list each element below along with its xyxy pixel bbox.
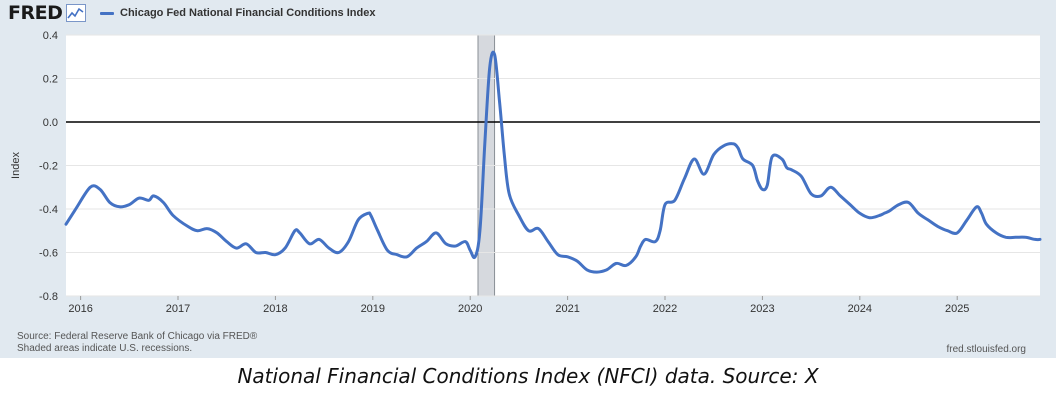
- fred-logo[interactable]: FRED: [8, 2, 87, 24]
- x-tick-label: 2017: [166, 303, 190, 315]
- chart-legend: Chicago Fed National Financial Condition…: [100, 6, 375, 20]
- y-tick-label: -0.2: [39, 161, 58, 173]
- y-tick-label: -0.4: [39, 204, 58, 216]
- legend-entry: Chicago Fed National Financial Condition…: [120, 7, 376, 19]
- x-tick-label: 2018: [263, 303, 287, 315]
- grid-layer: [66, 34, 1040, 297]
- recession-note: Shaded areas indicate U.S. recessions.: [17, 343, 193, 354]
- fred-wordmark: FRED: [8, 2, 63, 24]
- x-tick-label: 2025: [945, 303, 969, 315]
- x-tick-labels: 2016 2017 2018 2019 2020 2021 2022 2023 2024 2025: [68, 296, 969, 315]
- x-tick-label: 2016: [68, 303, 92, 315]
- x-tick-label: 2019: [361, 303, 385, 315]
- y-tick-label: 0.4: [43, 30, 58, 42]
- series-line-nfci[interactable]: [64, 50, 1042, 274]
- trend-chart-icon: [66, 4, 87, 22]
- x-tick-label: 2023: [750, 303, 774, 315]
- x-tick-label: 2020: [458, 303, 482, 315]
- y-tick-label: -0.6: [39, 248, 58, 260]
- legend-swatch: [100, 11, 114, 15]
- y-tick-labels: 0.4 0.2 0.0 -0.2 -0.4 -0.6 -0.8: [39, 30, 58, 303]
- image-caption: National Financial Conditions Index (NFC…: [237, 364, 819, 388]
- y-tick-label: 0.2: [43, 74, 58, 86]
- y-tick-label: -0.8: [39, 291, 58, 303]
- line-chart[interactable]: 0.40.20.0-0.2-0.4-0.6-0.8 2016 2017 2018 20…: [0, 0, 1056, 358]
- series-layer: [64, 50, 1042, 274]
- y-tick-label: 0.0: [43, 117, 58, 129]
- source-text: Source: Federal Reserve Bank of Chicago …: [17, 331, 258, 342]
- x-tick-label: 2022: [653, 303, 677, 315]
- source-note: Source: Federal Reserve Bank of Chicago …: [17, 331, 257, 355]
- chart-panel: FRED Chicago Fed National Financial Cond…: [0, 0, 1056, 358]
- x-tick-label: 2021: [555, 303, 579, 315]
- fred-url-link[interactable]: fred.stlouisfed.org: [946, 344, 1027, 355]
- x-tick-label: 2024: [848, 303, 872, 315]
- y-axis-label: Index: [10, 152, 22, 179]
